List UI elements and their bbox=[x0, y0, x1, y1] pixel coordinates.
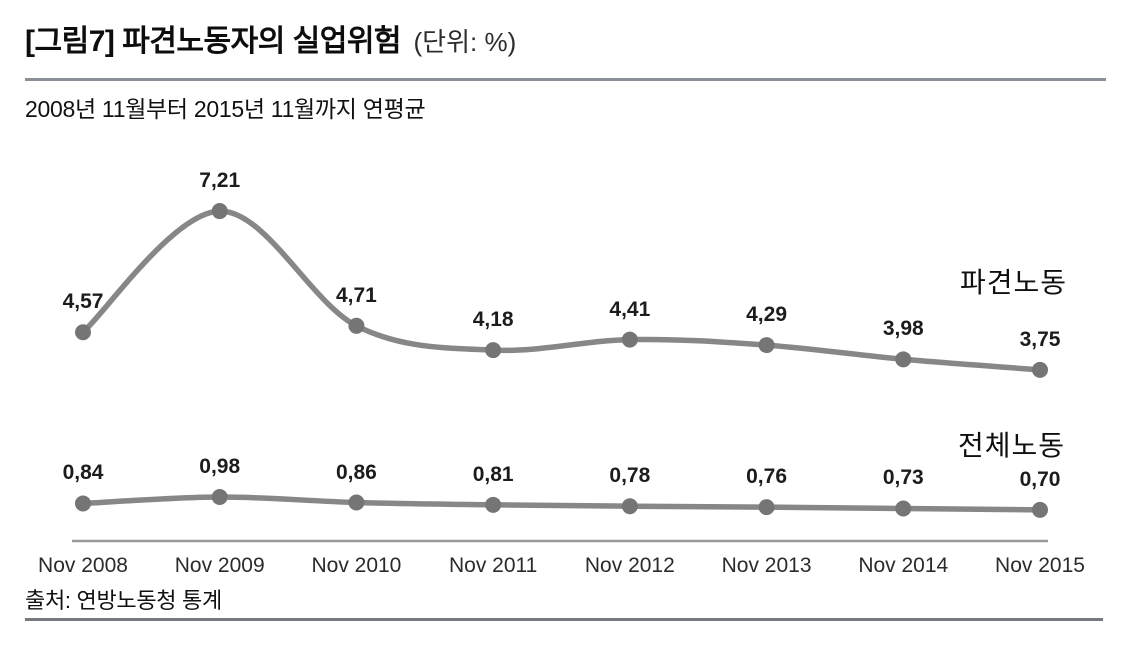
x-tick-label: Nov 2009 bbox=[174, 554, 265, 577]
data-point-label: 0,76 bbox=[746, 465, 787, 489]
x-tick-label: Nov 2010 bbox=[311, 554, 402, 577]
series-line-1 bbox=[80, 494, 1043, 513]
x-tick-label: Nov 2011 bbox=[448, 554, 538, 577]
series-label-total-labor: 전체노동 bbox=[958, 430, 1066, 461]
bottom-divider bbox=[25, 618, 1103, 621]
x-tick-label: Nov 2012 bbox=[584, 554, 675, 577]
data-point-label: 4,18 bbox=[472, 308, 514, 332]
series-label-dispatched-labor: 파견노동 bbox=[960, 267, 1068, 298]
data-point-label: 0,86 bbox=[335, 460, 377, 484]
figure-title: [그림7] 파견노동자의 실업위험 bbox=[25, 25, 402, 58]
data-point-label: 4,57 bbox=[62, 290, 104, 314]
data-point-label: 0,84 bbox=[62, 461, 104, 485]
source-note: 출처: 연방노동청 통계 bbox=[25, 588, 222, 613]
data-point-marker bbox=[75, 495, 91, 512]
data-point-label: 3,75 bbox=[1019, 327, 1061, 351]
x-tick-label: Nov 2013 bbox=[721, 554, 812, 577]
data-point-marker bbox=[211, 203, 228, 220]
x-tick-label: Nov 2008 bbox=[38, 554, 128, 577]
series-line-0 bbox=[80, 208, 1043, 373]
data-point-marker bbox=[348, 494, 365, 511]
data-point-marker bbox=[348, 317, 365, 334]
data-point-label: 0,98 bbox=[199, 455, 241, 479]
chart-subtitle: 2008년 11월부터 2015년 11월까지 연평균 bbox=[25, 96, 426, 122]
data-point-label: 7,21 bbox=[199, 169, 241, 193]
data-point-label: 4,29 bbox=[746, 303, 787, 327]
data-point-label: 0,70 bbox=[1019, 467, 1061, 491]
data-point-label: 0,73 bbox=[882, 466, 924, 490]
data-point-marker bbox=[621, 498, 638, 515]
data-point-marker bbox=[621, 331, 638, 348]
data-point-marker bbox=[1032, 361, 1048, 378]
data-point-label: 0,78 bbox=[609, 464, 651, 488]
figure-unit-note: (단위: %) bbox=[413, 27, 517, 57]
figure-title-row: [그림7] 파견노동자의 실업위험 (단위: %) bbox=[25, 16, 516, 60]
data-point-marker bbox=[758, 337, 775, 354]
data-point-marker bbox=[895, 500, 912, 517]
data-point-marker bbox=[895, 351, 912, 368]
data-point-label: 4,41 bbox=[609, 297, 651, 321]
data-point-marker bbox=[75, 324, 91, 341]
data-point-marker bbox=[485, 496, 502, 513]
title-divider bbox=[25, 78, 1106, 81]
data-point-marker bbox=[211, 489, 228, 506]
x-tick-label: Nov 2014 bbox=[858, 554, 949, 577]
data-point-label: 0,81 bbox=[472, 462, 514, 486]
data-point-label: 3,98 bbox=[882, 317, 924, 341]
data-point-marker bbox=[485, 342, 502, 359]
data-point-marker bbox=[1032, 501, 1048, 518]
x-tick-label: Nov 2015 bbox=[995, 554, 1085, 577]
data-point-label: 4,71 bbox=[335, 283, 377, 307]
data-point-marker bbox=[758, 499, 775, 516]
